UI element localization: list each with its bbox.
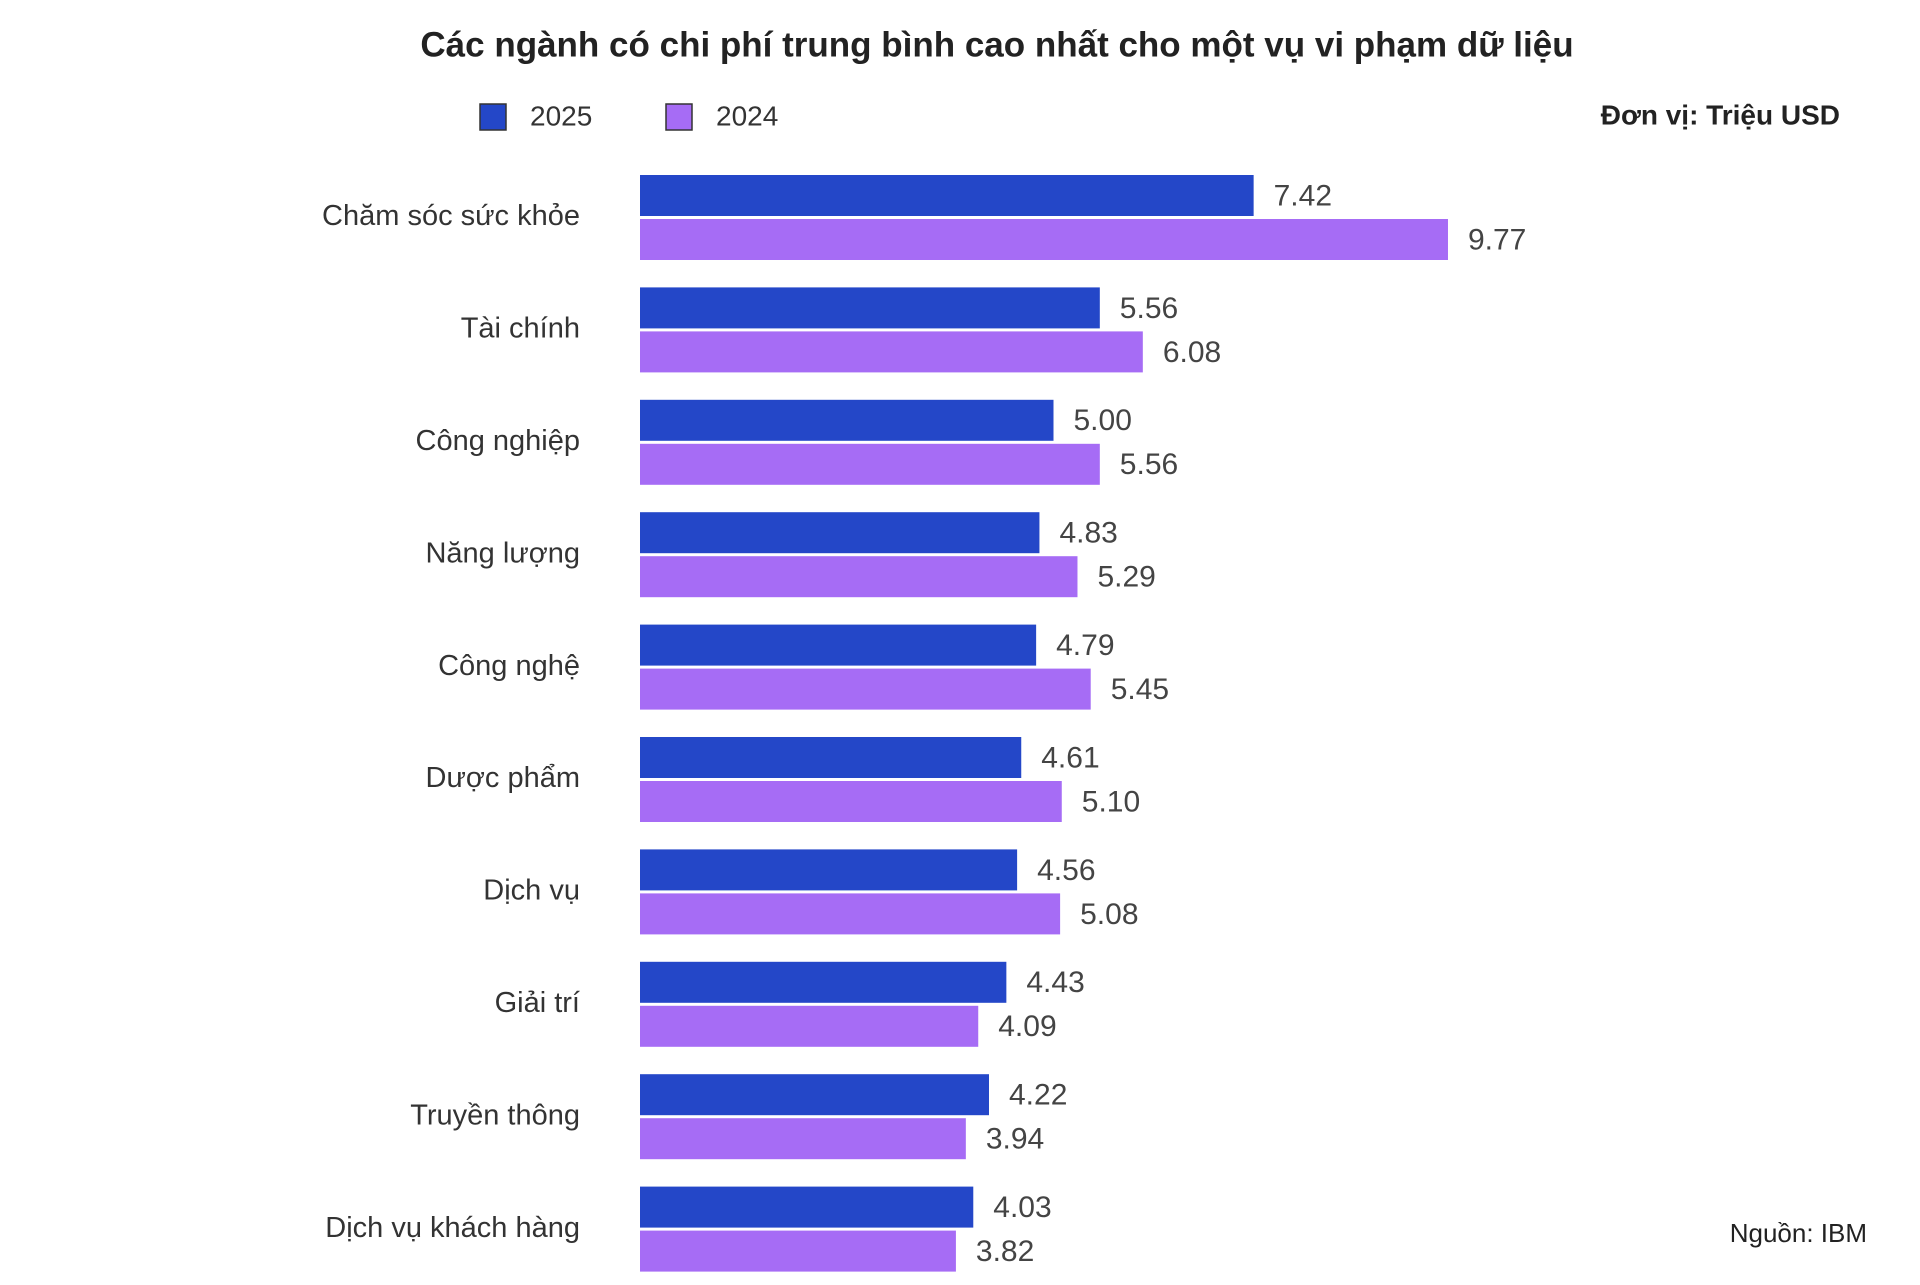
- source: Nguồn: IBM: [1730, 1218, 1867, 1248]
- value-label: 5.45: [1111, 673, 1169, 706]
- category-label: Giải trí: [495, 987, 580, 1019]
- bar: [640, 331, 1143, 373]
- value-label: 5.56: [1120, 448, 1178, 481]
- value-label: 4.22: [1009, 1079, 1067, 1112]
- bar: [640, 1118, 966, 1160]
- value-label: 3.82: [976, 1235, 1034, 1268]
- value-label: 3.94: [986, 1123, 1044, 1156]
- bar: [640, 1005, 979, 1047]
- bar: [640, 219, 1448, 260]
- bar: [640, 175, 1254, 216]
- bar: [640, 1074, 989, 1116]
- bar: [640, 849, 1018, 891]
- bar: [640, 624, 1037, 666]
- bar: [640, 893, 1061, 935]
- category-label: Công nghệ: [438, 650, 580, 682]
- category-label: Năng lượng: [425, 537, 580, 569]
- category-label: Truyền thông: [410, 1099, 580, 1131]
- value-label: 4.03: [993, 1191, 1051, 1224]
- bar: [640, 668, 1091, 710]
- value-label: 5.29: [1097, 561, 1155, 594]
- bar: [640, 556, 1078, 598]
- category-label: Dịch vụ: [483, 875, 580, 907]
- value-label: 5.56: [1120, 292, 1178, 325]
- category-label: Chăm sóc sức khỏe: [322, 200, 580, 232]
- value-label: 5.08: [1080, 898, 1138, 931]
- value-label: 4.61: [1041, 741, 1099, 774]
- legend-swatch: [665, 103, 693, 131]
- bar: [640, 737, 1022, 778]
- bar: [640, 287, 1100, 329]
- value-label: 5.00: [1074, 404, 1132, 437]
- chart-title: Các ngành có chi phí trung bình cao nhất…: [420, 25, 1573, 64]
- bar: [640, 781, 1062, 822]
- category-label: Công nghiệp: [416, 425, 580, 457]
- category-label: Tài chính: [461, 313, 580, 345]
- value-label: 4.09: [998, 1010, 1056, 1043]
- legend-label: 2025: [530, 100, 592, 131]
- value-label: 4.56: [1037, 854, 1095, 887]
- value-label: 4.79: [1056, 629, 1114, 662]
- category-label: Dược phẩm: [426, 762, 580, 794]
- value-label: 7.42: [1274, 179, 1332, 212]
- bar: [640, 443, 1100, 485]
- value-label: 9.77: [1468, 223, 1526, 256]
- value-label: 4.83: [1059, 517, 1117, 550]
- legend-swatch: [479, 103, 507, 131]
- value-label: 5.10: [1082, 785, 1140, 818]
- legend-label: 2024: [716, 100, 778, 131]
- bar: [640, 1186, 974, 1228]
- unit-note: Đơn vị: Triệu USD: [1601, 99, 1840, 130]
- value-label: 4.43: [1026, 966, 1084, 999]
- value-label: 6.08: [1163, 336, 1221, 369]
- bar: [640, 1230, 956, 1272]
- bar: [640, 512, 1040, 554]
- bar: [640, 961, 1007, 1003]
- category-label: Dịch vụ khách hàng: [325, 1212, 580, 1244]
- bar: [640, 399, 1054, 441]
